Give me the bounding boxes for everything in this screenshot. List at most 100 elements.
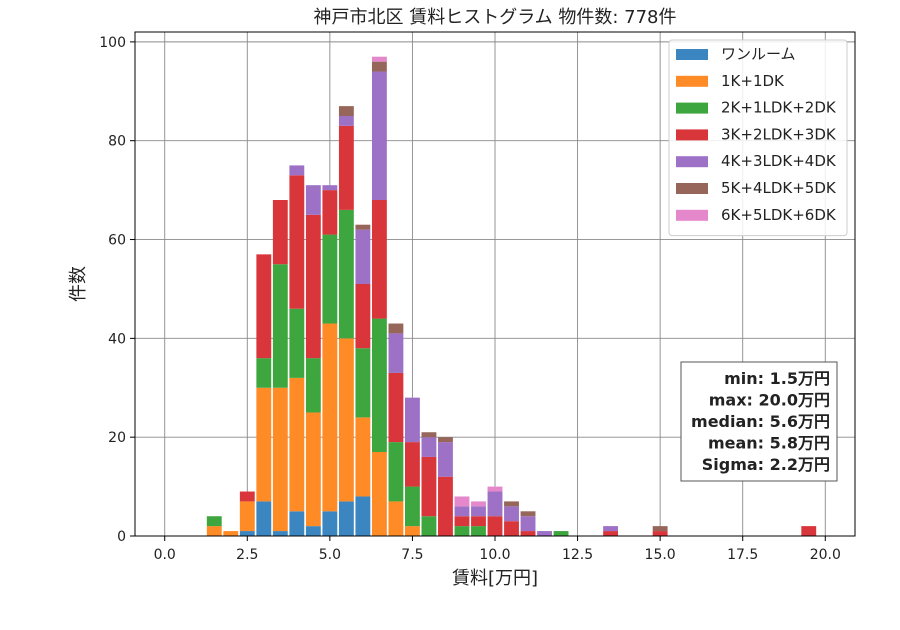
bar-s1-b7 [322,323,338,512]
stats-line-4: Sigma: 2.2万円 [702,455,830,474]
bar-s2-b10 [371,318,387,452]
bar-s4-b10 [371,71,387,200]
x-tick-label-4: 10.0 [479,547,510,563]
bar-s5-b23 [652,526,668,532]
bar-s2-b8 [338,209,354,339]
bar-s3-b14 [438,476,453,536]
x-tick-label-0: 0.0 [154,547,176,563]
bar-s6-b16 [471,501,486,507]
bar-s5-b11 [388,323,404,334]
bar-s4-b22 [603,526,619,532]
bar-s3-b12 [405,442,420,487]
bar-s3-b4 [272,200,288,265]
bar-s0-b2 [239,531,255,536]
bar-s3-b23 [652,531,668,536]
legend: ワンルーム 1K+1DK 2K+1LDK+2DK 3K+2LDK+3DK 4K+3LDK… [668,39,848,237]
bar-s2-b6 [305,358,321,413]
bar-s2-b5 [289,308,305,378]
legend-swatch-4 [676,156,708,168]
bar-s1-b12 [405,526,420,536]
bar-s3-b7 [322,190,338,235]
bar-s2-b21 [553,531,569,536]
bar-s2-b12 [405,486,420,527]
bar-s0-b4 [272,531,288,536]
y-tick-label-1: 20 [108,430,126,446]
y-axis-label: 件数 [68,266,89,302]
bar-s4-b8 [338,116,354,126]
legend-label-1: 1K+1DK [721,72,785,90]
bar-s6-b17 [487,486,503,492]
bar-s1-b8 [338,338,354,502]
bar-s2-b11 [388,442,404,502]
bar-s3-b2 [239,491,255,502]
bar-s4-b6 [305,185,321,215]
y-tick-label-0: 0 [117,529,126,545]
bar-s6-b15 [454,496,470,507]
bar-s2-b9 [355,348,371,418]
stats-line-1: max: 20.0万円 [709,391,830,410]
bar-s3-b9 [355,284,371,349]
bar-s1-b0 [206,526,222,536]
legend-label-2: 2K+1LDK+2DK [721,99,837,117]
bar-s4-b20 [537,531,552,536]
bar-s3-b15 [454,516,470,527]
bar-s2-b16 [471,526,486,536]
bar-s4-b13 [421,437,437,457]
y-tick-label-2: 40 [108,331,126,347]
bar-s4-b9 [355,229,371,284]
bar-s3-b16 [471,516,486,527]
bar-s1-b11 [388,501,404,536]
bar-s0-b9 [355,496,371,536]
bar-s4-b11 [388,333,404,373]
bar-s3-b13 [421,456,437,517]
bar-s3-b5 [289,175,305,309]
bar-s3-b17 [487,516,503,536]
bar-s5-b10 [371,61,387,72]
y-tick-label-3: 60 [108,233,126,249]
y-tick-label-5: 100 [99,35,126,51]
legend-swatch-5 [676,183,708,194]
bar-s4-b15 [454,506,470,517]
y-tick-label-4: 80 [108,134,126,150]
bar-s5-b13 [421,432,437,438]
bar-s5-b8 [338,106,354,116]
x-tick-label-3: 7.5 [401,547,423,563]
y-axis-ticks: 0 20 40 60 80 100 [99,35,135,545]
bar-s4-b7 [322,185,338,191]
bar-s3-b22 [603,531,619,536]
x-axis-ticks: 0.0 2.5 5.0 7.5 10.0 12.5 15.0 17.5 20.0 [154,536,841,563]
bar-s2-b3 [256,358,272,388]
bar-s3-b19 [520,531,536,536]
bar-s4-b19 [520,516,536,532]
bar-s2-b7 [322,234,338,324]
bar-s3-b10 [371,200,387,319]
legend-label-0: ワンルーム [721,45,796,63]
bar-s1-b3 [256,387,272,502]
bar-s3-b8 [338,125,354,210]
bar-s1-b2 [239,501,255,532]
bar-s4-b18 [504,506,519,522]
stats-line-2: median: 5.6万円 [691,412,830,431]
x-tick-label-2: 5.0 [319,547,341,563]
bar-s1-b4 [272,387,288,532]
bar-s6-b10 [371,56,387,62]
x-tick-label-7: 17.5 [727,547,758,563]
bar-s0-b5 [289,511,305,536]
bar-s5-b18 [504,501,519,507]
x-tick-label-1: 2.5 [236,547,258,563]
bar-s3-b18 [504,521,519,536]
stats-frame [680,361,838,482]
bar-s4-b17 [487,491,503,517]
stats-line-0: min: 1.5万円 [724,369,830,388]
legend-frame [668,39,848,237]
bar-s5-b9 [355,224,371,230]
legend-swatch-0 [676,49,708,60]
bar-s0-b7 [322,511,338,536]
legend-label-6: 6K+5LDK+6DK [721,206,837,224]
bar-s1-b9 [355,417,371,497]
bar-s4-b5 [289,165,305,176]
x-tick-label-6: 15.0 [645,547,676,563]
bar-s4-b16 [471,506,486,517]
bar-s0-b3 [256,501,272,536]
